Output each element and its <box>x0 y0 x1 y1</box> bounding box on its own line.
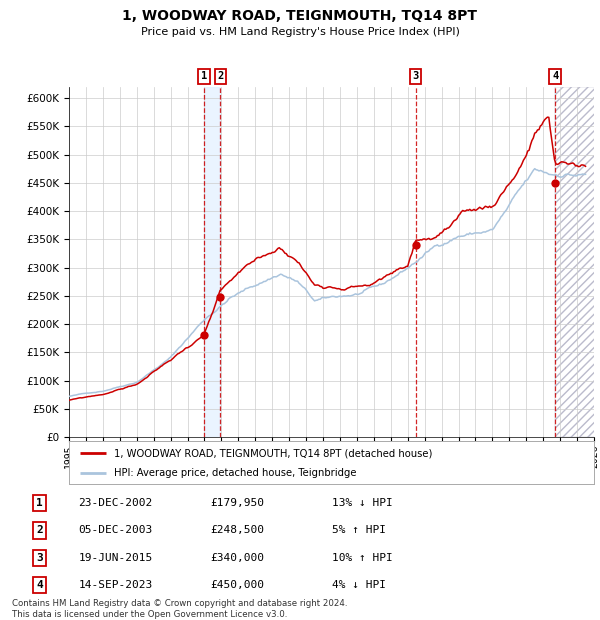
Text: £340,000: £340,000 <box>211 552 265 562</box>
Text: Contains HM Land Registry data © Crown copyright and database right 2024.
This d: Contains HM Land Registry data © Crown c… <box>12 600 347 619</box>
Text: 4% ↓ HPI: 4% ↓ HPI <box>332 580 386 590</box>
Text: 23-DEC-2002: 23-DEC-2002 <box>78 498 152 508</box>
Text: 10% ↑ HPI: 10% ↑ HPI <box>332 552 392 562</box>
Text: HPI: Average price, detached house, Teignbridge: HPI: Average price, detached house, Teig… <box>113 467 356 477</box>
Text: 1: 1 <box>36 498 43 508</box>
Text: £179,950: £179,950 <box>211 498 265 508</box>
Text: 1, WOODWAY ROAD, TEIGNMOUTH, TQ14 8PT: 1, WOODWAY ROAD, TEIGNMOUTH, TQ14 8PT <box>122 9 478 24</box>
Bar <box>204 87 220 437</box>
Text: £450,000: £450,000 <box>211 580 265 590</box>
Text: 5% ↑ HPI: 5% ↑ HPI <box>332 526 386 536</box>
Text: 4: 4 <box>552 71 559 81</box>
Text: 05-DEC-2003: 05-DEC-2003 <box>78 526 152 536</box>
Text: 1, WOODWAY ROAD, TEIGNMOUTH, TQ14 8PT (detached house): 1, WOODWAY ROAD, TEIGNMOUTH, TQ14 8PT (d… <box>113 448 432 458</box>
Text: 14-SEP-2023: 14-SEP-2023 <box>78 580 152 590</box>
Text: 2: 2 <box>36 526 43 536</box>
Text: 2: 2 <box>217 71 223 81</box>
Text: 13% ↓ HPI: 13% ↓ HPI <box>332 498 392 508</box>
Bar <box>555 87 600 437</box>
Text: 19-JUN-2015: 19-JUN-2015 <box>78 552 152 562</box>
Text: 1: 1 <box>201 71 207 81</box>
Text: £248,500: £248,500 <box>211 526 265 536</box>
Text: Price paid vs. HM Land Registry's House Price Index (HPI): Price paid vs. HM Land Registry's House … <box>140 27 460 37</box>
Text: 3: 3 <box>36 552 43 562</box>
Text: 3: 3 <box>412 71 419 81</box>
Text: 4: 4 <box>36 580 43 590</box>
